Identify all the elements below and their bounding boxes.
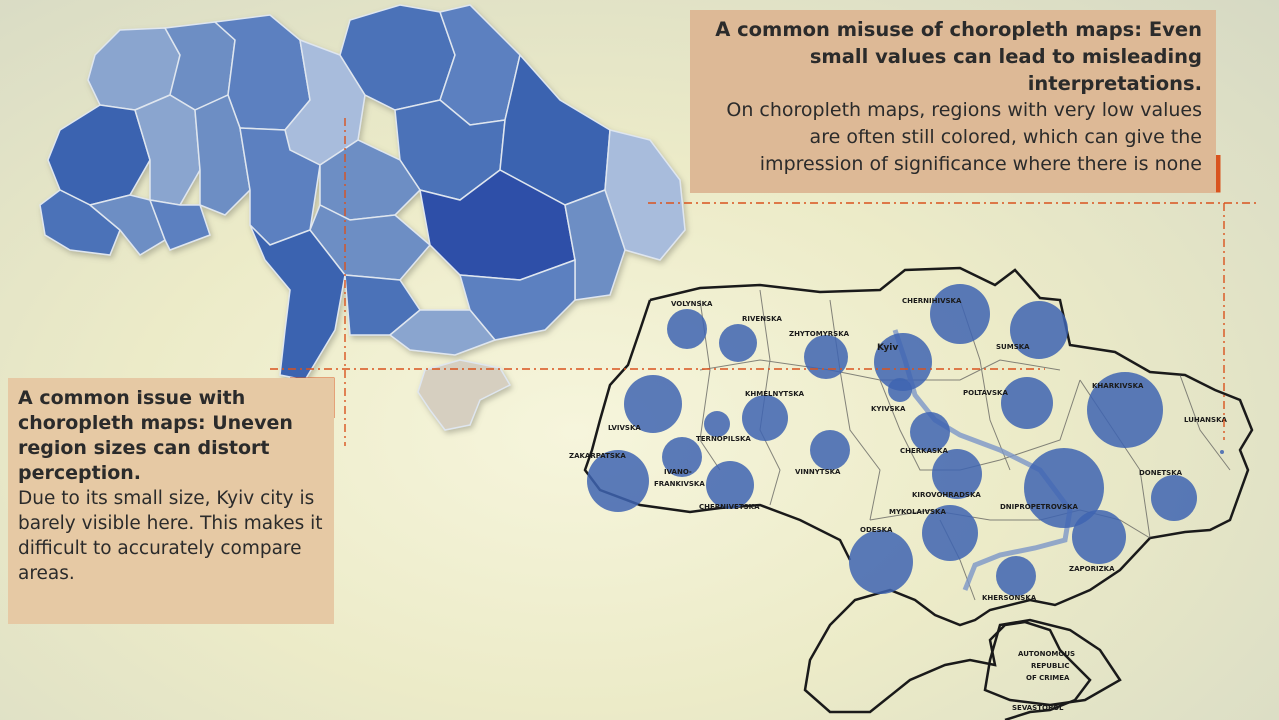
bubble-vinnytska [810, 430, 850, 470]
bubble-kirovohradska [932, 449, 982, 499]
label-kyiv: Kyiv [877, 343, 898, 353]
callout-left-title: A common issue with choropleth maps: Une… [18, 387, 293, 484]
callout-left: A common issue with choropleth maps: Une… [8, 378, 334, 624]
bubble-rivenska [719, 324, 757, 362]
bubble-zhytomyrska [804, 335, 848, 379]
label-cherkaska: CHERKASKA [900, 447, 948, 455]
label-crimea-1: AUTONOMOUS [1018, 650, 1075, 658]
crimea-outline [983, 618, 1122, 707]
label-crimea-2: REPUBLIC [1031, 662, 1070, 670]
region-crimea [417, 359, 512, 431]
label-khersonska: KHERSONSKA [982, 594, 1037, 602]
bubble-ternopilska [704, 411, 730, 437]
bubble-chernivetska [706, 461, 754, 509]
bubble-sumska [1010, 301, 1068, 359]
label-crimea-3: OF CRIMEA [1026, 674, 1070, 682]
region-khersonska [388, 309, 497, 356]
label-zhytomyrska: ZHYTOMYRSKA [789, 330, 850, 338]
bubble-khersonska [996, 556, 1036, 596]
bubble-poltavska [1001, 377, 1053, 429]
choropleth-map [39, 4, 686, 431]
bubble-kharkivska [1087, 372, 1163, 448]
bubble-khmelnytska [742, 395, 788, 441]
label-volynska: VOLYNSKA [671, 300, 713, 308]
label-zaporizka: ZAPORIZKA [1069, 565, 1115, 573]
label-luhanska: LUHANSKA [1184, 416, 1227, 424]
ukraine-outline [649, 266, 1254, 720]
label-chernihivska: CHERNIHIVSKA [902, 297, 962, 305]
callout-left-body: Due to its small size, Kyiv city is bare… [18, 488, 323, 584]
label-sumska: SUMSKA [996, 343, 1030, 351]
callout-top-title: A common misuse of choropleth maps: Even… [715, 18, 1202, 95]
label-sevastopol: SEVASTOPOL [1012, 704, 1064, 712]
bubble-kyiv [874, 333, 932, 391]
bubble-ivano-frankivska [662, 437, 702, 477]
bubble-odeska [849, 530, 913, 594]
region-khmelnytska [194, 93, 251, 216]
bubble-chernihivska [930, 284, 990, 344]
label-frankivska: FRANKIVSKA [654, 480, 705, 488]
label-poltavska: POLTAVSKA [963, 389, 1008, 397]
label-ternopilska: TERNOPILSKA [696, 435, 751, 443]
label-ivano: IVANO- [664, 468, 692, 476]
bubble-zakarpatska [587, 450, 649, 512]
region-chernivetska [148, 199, 211, 251]
label-vinnytska: VINNYTSKA [795, 468, 841, 476]
label-donetska: DONETSKA [1139, 469, 1183, 477]
bubble-luhanska [1220, 450, 1224, 454]
bubble-lvivska [624, 375, 682, 433]
label-chernivetska: CHERNIVETSKA [699, 503, 760, 511]
label-mykolaivska: MYKOLAIVSKA [889, 508, 946, 516]
bubble-kyivska [888, 378, 912, 402]
callout-top-body: On choropleth maps, regions with very lo… [726, 99, 1202, 175]
region-ternopilska [134, 94, 201, 206]
label-rivenska: RIVENSKA [742, 315, 783, 323]
bubble-zaporizka [1072, 510, 1126, 564]
bubble-mykolaivska [922, 505, 978, 561]
label-kirovohradska: KIROVOHRADSKA [912, 491, 981, 499]
bubble-donetska [1151, 475, 1197, 521]
region-zakarpatska [39, 189, 121, 256]
label-dnipropetrovska: DNIPROPETROVSKA [1000, 503, 1078, 511]
bubble-cherkaska [910, 412, 950, 452]
label-lvivska: LVIVSKA [608, 424, 641, 432]
label-kharkivska: KHARKIVSKA [1092, 382, 1144, 390]
label-zakarpatska: ZAKARPATSKA [569, 452, 626, 460]
label-khmelnytska: KHMELNYTSKA [745, 390, 805, 398]
label-odeska: ODESKA [860, 526, 893, 534]
bubble-dnipropetrovska [1024, 448, 1104, 528]
label-kyivska: KYIVSKA [871, 405, 906, 413]
callout-top: A common misuse of choropleth maps: Even… [690, 10, 1216, 193]
bubble-volynska [667, 309, 707, 349]
